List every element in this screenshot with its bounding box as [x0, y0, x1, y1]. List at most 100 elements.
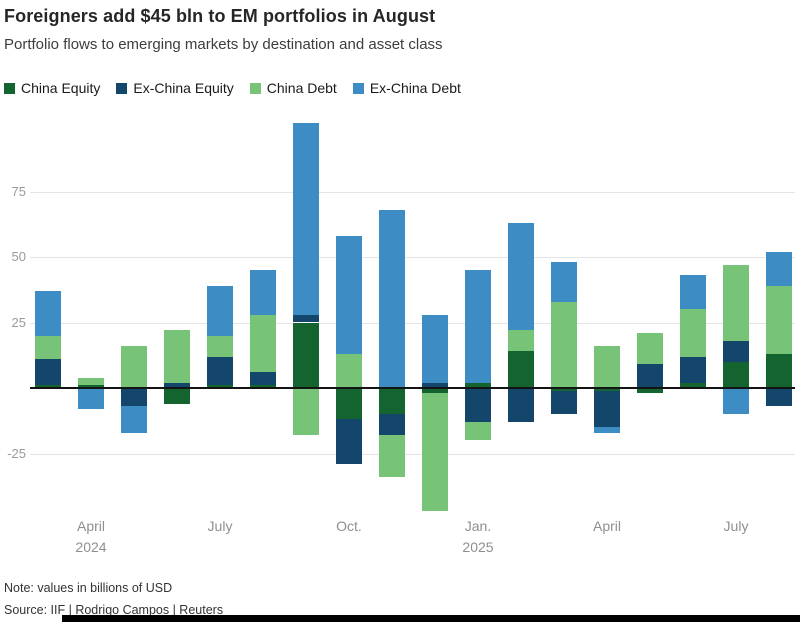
bar-segment-jul-2024-ex-china-debt — [207, 285, 233, 336]
bar-segment-jun-2025-ex-china-debt — [680, 275, 706, 310]
x-axis-tick-line: 2025 — [462, 539, 494, 555]
x-axis-tick-line: 2024 — [75, 539, 107, 555]
bar-segment-apr-2024-china-equity — [78, 385, 104, 388]
chart-legend: China Equity Ex-China Equity China Debt Ex-… — [4, 80, 461, 96]
bar-segment-may-2025-china-equity — [637, 388, 663, 394]
bar-segment-mar-2025-china-equity — [551, 388, 577, 391]
chart-title: Foreigners add $45 bln to EM portfolios … — [4, 6, 436, 26]
bar-segment-may-2024-ex-china-equity — [121, 388, 147, 407]
bar-segment-oct-2024-china-equity — [336, 388, 362, 420]
bar-segment-sep-2024-ex-china-debt — [293, 123, 319, 315]
x-axis-tick-label: April — [562, 516, 652, 537]
bar-segment-jul-2025-ex-china-debt — [723, 388, 749, 415]
bar-segment-may-2025-china-debt — [637, 332, 663, 365]
x-axis-tick-line: July — [723, 518, 749, 534]
y-axis-tick-label: 25 — [11, 314, 26, 330]
bar-segment-jan-2025-ex-china-equity — [465, 388, 491, 423]
x-axis-tick-label: Oct. — [304, 516, 394, 537]
bar-segment-apr-2025-ex-china-debt — [594, 427, 620, 433]
bar-segment-aug-2025-china-debt — [766, 285, 792, 354]
bar-segment-aug-2024-ex-china-equity — [250, 372, 276, 386]
bar-segment-jun-2025-ex-china-equity — [680, 356, 706, 383]
bar-segment-aug-2024-china-debt — [250, 314, 276, 373]
bar-segment-apr-2025-ex-china-equity — [594, 390, 620, 428]
legend-swatch-icon — [116, 82, 128, 94]
bar-segment-may-2024-ex-china-debt — [121, 406, 147, 433]
y-axis-tick-label: 75 — [11, 183, 26, 199]
footer-bar — [62, 615, 800, 622]
y-axis-tick-label: -25 — [7, 445, 26, 461]
bar-segment-aug-2025-ex-china-debt — [766, 251, 792, 286]
note-text: Note: values in billions of USD — [4, 581, 173, 595]
x-axis-tick-line: July — [207, 518, 233, 534]
bar-segment-may-2025-ex-china-equity — [637, 364, 663, 388]
legend-label: Ex-China Equity — [133, 80, 234, 96]
bar-segment-oct-2024-ex-china-equity — [336, 419, 362, 464]
legend-label: Ex-China Debt — [369, 80, 461, 96]
gridline-50 — [30, 257, 795, 258]
bar-segment-aug-2025-china-equity — [766, 353, 792, 388]
x-axis-tick-label: July — [175, 516, 265, 537]
bar-segment-nov-2024-ex-china-equity — [379, 414, 405, 436]
bar-segment-aug-2024-china-equity — [250, 385, 276, 388]
bar-segment-mar-2025-china-debt — [551, 301, 577, 388]
bar-segment-mar-2025-ex-china-equity — [551, 390, 577, 415]
bar-segment-apr-2024-ex-china-debt — [78, 388, 104, 409]
bar-segment-nov-2024-ex-china-debt — [379, 209, 405, 388]
legend-item-china-equity: China Equity — [4, 80, 100, 96]
bar-segment-jan-2025-china-debt — [465, 422, 491, 441]
bar-segment-jul-2025-china-debt — [723, 264, 749, 341]
x-axis-tick-label: July — [691, 516, 781, 537]
bar-segment-jul-2024-china-equity — [207, 385, 233, 388]
bar-segment-apr-2024-china-debt — [78, 377, 104, 386]
bar-segment-mar-2025-ex-china-debt — [551, 262, 577, 302]
x-axis-tick-label: Jan. 2025 — [433, 516, 523, 558]
bar-segment-oct-2024-ex-china-debt — [336, 236, 362, 354]
bar-segment-jun-2024-china-equity — [164, 388, 190, 404]
legend-swatch-icon — [249, 82, 261, 94]
bar-segment-jun-2025-china-debt — [680, 309, 706, 357]
bar-segment-mar-2024-china-debt — [35, 335, 61, 360]
x-axis-tick-line: Oct. — [336, 518, 362, 534]
x-axis-tick-line: April — [76, 518, 105, 534]
zero-baseline — [30, 387, 795, 389]
x-axis-tick-line: Jan. — [464, 518, 492, 534]
bar-segment-dec-2024-china-equity — [422, 388, 448, 394]
legend-label: China Equity — [21, 80, 101, 96]
bar-segment-aug-2025-ex-china-equity — [766, 388, 792, 407]
bar-segment-apr-2025-china-equity — [594, 388, 620, 391]
source-text: Source: IIF | Rodrigo Campos | Reuters — [4, 603, 224, 617]
bar-segment-nov-2024-china-debt — [379, 435, 405, 478]
x-axis-tick-line: April — [592, 518, 621, 534]
bar-segment-dec-2024-ex-china-equity — [422, 382, 448, 388]
bar-segment-jul-2025-china-equity — [723, 361, 749, 388]
bar-segment-jun-2025-china-equity — [680, 382, 706, 388]
bar-segment-jun-2024-ex-china-equity — [164, 382, 190, 388]
bar-segment-dec-2024-ex-china-debt — [422, 314, 448, 383]
bar-segment-apr-2025-china-debt — [594, 346, 620, 388]
y-axis-tick-label: 50 — [11, 249, 26, 264]
bar-segment-jul-2025-ex-china-equity — [723, 340, 749, 362]
bar-segment-oct-2024-china-debt — [336, 353, 362, 388]
bar-segment-aug-2024-ex-china-debt — [250, 270, 276, 315]
bar-segment-feb-2025-china-debt — [508, 330, 534, 352]
bar-segment-jun-2024-china-debt — [164, 330, 190, 383]
legend-item-ex-china-debt: Ex-China Debt — [352, 80, 461, 96]
gridline--25 — [30, 453, 795, 455]
bar-segment-sep-2024-china-equity — [293, 322, 319, 388]
legend-item-china-debt: China Debt — [249, 80, 337, 96]
bar-segment-sep-2024-ex-china-equity — [293, 314, 319, 323]
bar-segment-jul-2024-ex-china-equity — [207, 356, 233, 386]
bar-segment-feb-2025-ex-china-debt — [508, 222, 534, 331]
bar-segment-feb-2025-china-equity — [508, 351, 534, 388]
bar-segment-mar-2024-ex-china-equity — [35, 359, 61, 386]
bar-segment-feb-2025-ex-china-equity — [508, 388, 534, 423]
bar-segment-dec-2024-china-debt — [422, 393, 448, 512]
bar-segment-nov-2024-china-equity — [379, 388, 405, 415]
legend-swatch-icon — [4, 82, 15, 94]
legend-swatch-icon — [352, 82, 364, 94]
chart-subtitle: Portfolio flows to emerging markets by d… — [4, 36, 443, 53]
bar-segment-jan-2025-china-equity — [465, 382, 491, 388]
